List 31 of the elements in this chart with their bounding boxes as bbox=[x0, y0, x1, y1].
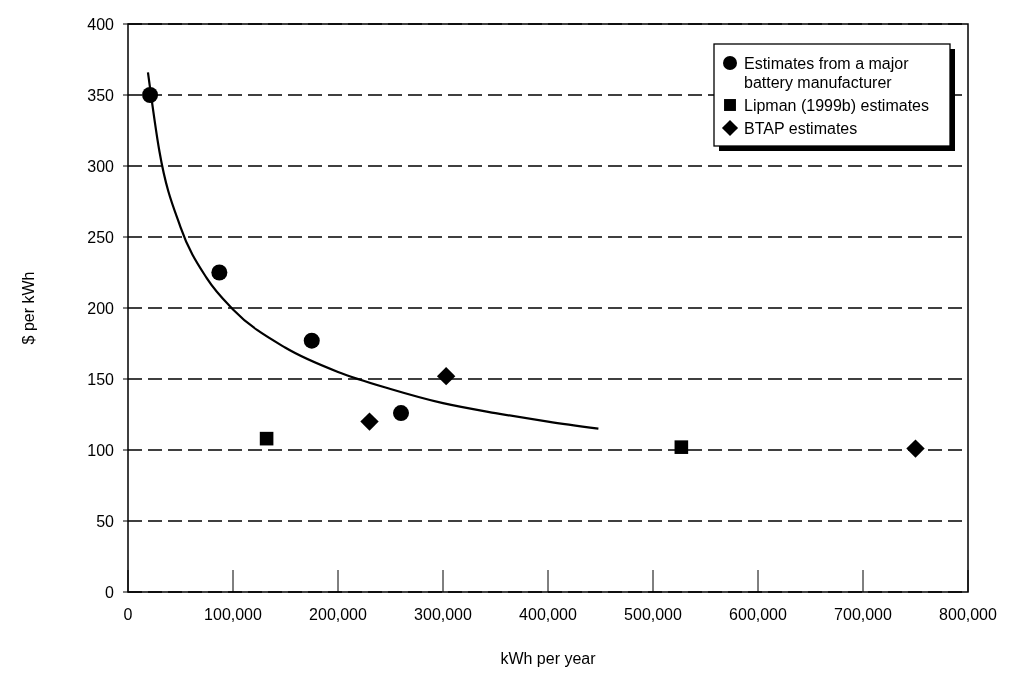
y-axis-title: $ per kWh bbox=[20, 271, 37, 345]
y-tick-label: 0 bbox=[105, 583, 115, 601]
x-axis-title: kWh per year bbox=[500, 650, 597, 667]
legend-label: Estimates from a major battery manufacturer bbox=[744, 54, 910, 91]
x-tick-label: 700,000 bbox=[834, 606, 893, 623]
y-tick-label: 250 bbox=[87, 228, 115, 246]
point bbox=[436, 366, 456, 386]
y-tick-label: 350 bbox=[87, 86, 115, 104]
y-tick-label: 400 bbox=[87, 15, 115, 33]
x-tick-label: 100,000 bbox=[204, 606, 263, 623]
point bbox=[360, 412, 379, 431]
y-tick-label: 150 bbox=[87, 370, 115, 388]
legend-label: Lipman (1999b) estimates bbox=[744, 96, 929, 114]
point bbox=[393, 405, 409, 422]
point bbox=[674, 440, 689, 454]
point bbox=[303, 332, 320, 349]
point bbox=[259, 431, 274, 446]
point bbox=[906, 439, 925, 458]
x-tick-label: 500,000 bbox=[624, 606, 683, 623]
y-tick-label: 100 bbox=[87, 441, 115, 459]
x-tick-label: 800,000 bbox=[939, 606, 998, 623]
y-tick-label: 300 bbox=[87, 157, 115, 175]
y-tick-label: 50 bbox=[96, 512, 115, 530]
y-tick-label: 200 bbox=[87, 299, 115, 317]
point bbox=[211, 264, 228, 281]
legend-label: BTAP estimates bbox=[744, 119, 858, 137]
x-tick-label: 200,000 bbox=[309, 606, 368, 623]
x-tick-label: 300,000 bbox=[414, 606, 473, 623]
x-tick-label: 600,000 bbox=[729, 606, 788, 623]
x-tick-label: 0 bbox=[123, 606, 133, 623]
x-tick-label: 400,000 bbox=[519, 606, 578, 623]
